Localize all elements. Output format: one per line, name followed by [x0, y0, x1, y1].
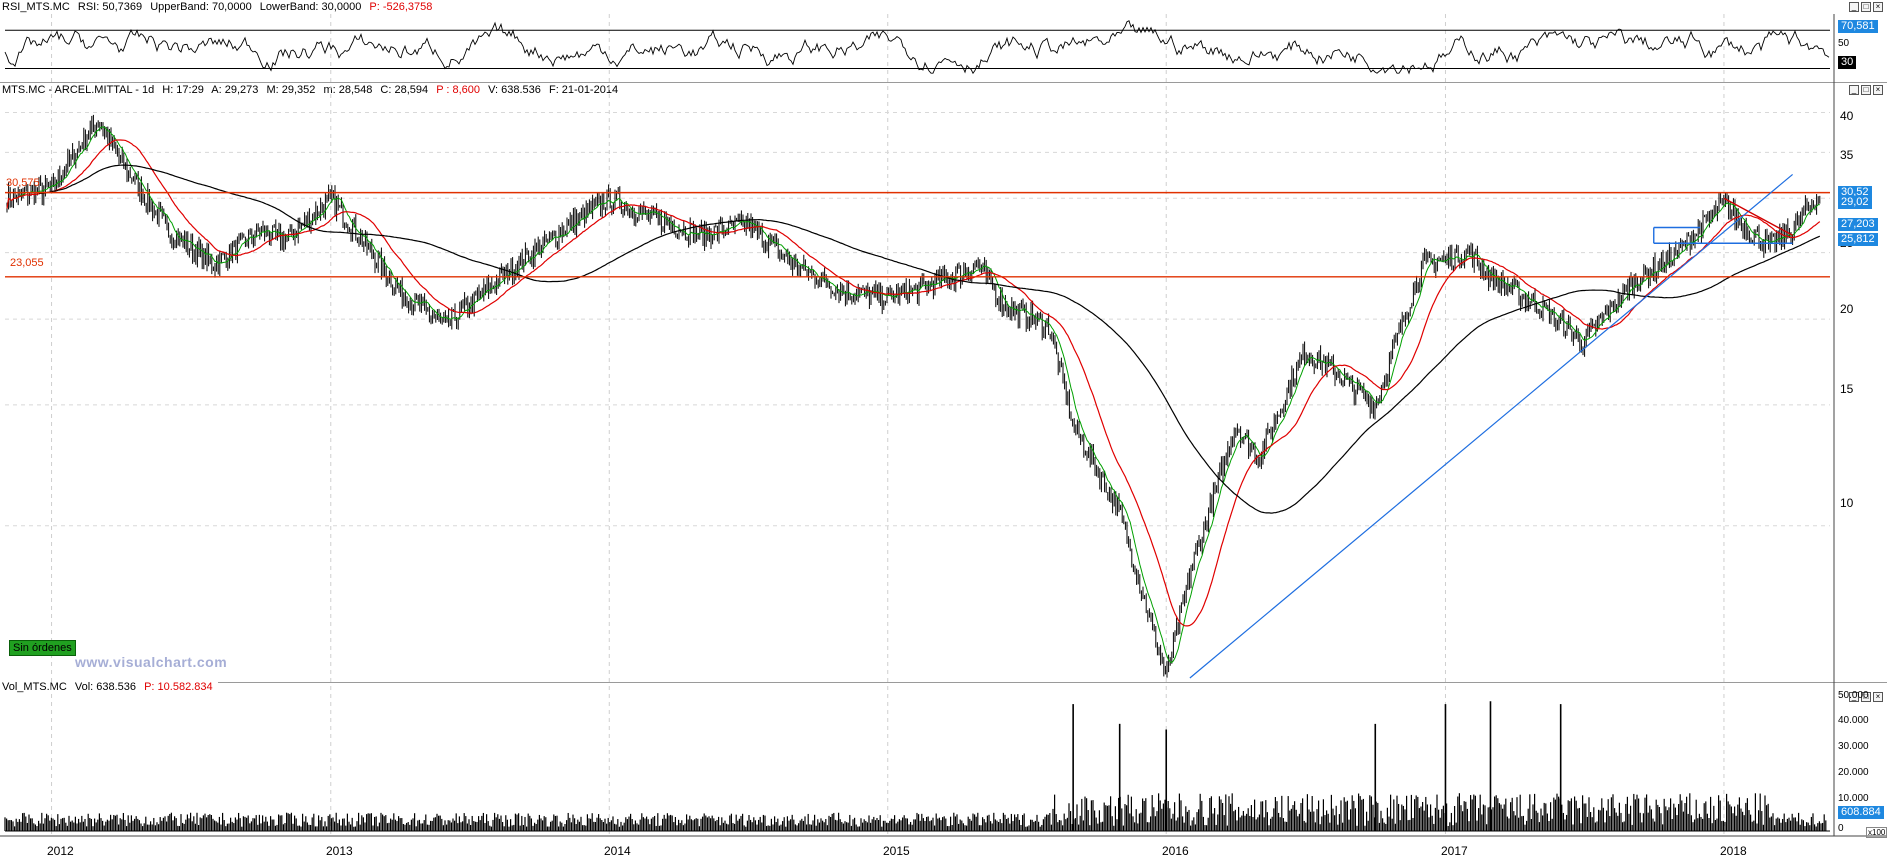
volume-window-controls: _ □ × — [1849, 692, 1883, 704]
watermark: www.visualchart.com — [75, 654, 228, 670]
price-tick-40: 40 — [1840, 109, 1854, 123]
maximize-icon[interactable]: □ — [1861, 85, 1871, 95]
x-label-2015: 2015 — [883, 844, 910, 858]
rsi-tick-50: 50 — [1838, 38, 1850, 49]
vol-tick-50000: 50.000 — [1838, 690, 1869, 701]
price-header: MTS.MC - ARCEL.MITTAL - 1d H: 17:29 A: 2… — [0, 83, 624, 97]
price-open: A: 29,273 — [211, 84, 259, 96]
price-badge-mid: 29,02 — [1838, 196, 1872, 209]
mid-moving-average — [6, 139, 1821, 627]
price-window-controls: _ □ × — [1849, 85, 1883, 97]
rsi-symbol-label: RSI_MTS.MC — [2, 1, 70, 13]
x-label-2014: 2014 — [604, 844, 631, 858]
close-icon[interactable]: × — [1873, 2, 1883, 12]
rsi-value: RSI: 50,7369 — [77, 1, 143, 13]
rsi-p-value: P: -526,3758 — [369, 1, 433, 13]
price-badge-top: 30,52 — [1838, 186, 1872, 199]
x-label-2018: 2018 — [1720, 844, 1747, 858]
rsi-lower-badge: 30 — [1838, 56, 1857, 69]
x-label-2013: 2013 — [326, 844, 353, 858]
vol-tick-10000: 10.000 — [1838, 793, 1869, 804]
price-hour: H: 17:29 — [162, 84, 204, 96]
price-min: m: 28,548 — [323, 84, 373, 96]
volume-symbol-label: Vol_MTS.MC — [2, 681, 67, 693]
vol-tick-20000: 20.000 — [1838, 767, 1869, 778]
price-max: M: 29,352 — [266, 84, 316, 96]
level-low-label: 23,055 — [10, 257, 44, 269]
price-tick-35: 35 — [1840, 148, 1854, 162]
minimize-icon[interactable]: _ — [1849, 2, 1859, 12]
price-panel-separator[interactable] — [0, 682, 1887, 683]
price-badge-a: 27,203 — [1838, 218, 1878, 231]
close-icon[interactable]: × — [1873, 85, 1883, 95]
rsi-window-controls: _ □ × — [1849, 2, 1883, 14]
volume-header: Vol_MTS.MC Vol: 638.536 P: 10.582.834 — [0, 680, 218, 694]
rsi-upper-badge: 70,581 — [1838, 20, 1878, 33]
price-tick-15: 15 — [1840, 382, 1854, 396]
level-high-label: 30,575 — [6, 177, 40, 189]
overlay-lines — [5, 126, 1830, 679]
minimize-icon[interactable]: _ — [1849, 85, 1859, 95]
x-label-2012: 2012 — [47, 844, 74, 858]
volume-p-value: P: 10.582.834 — [144, 681, 213, 693]
vol-scale-label: x100 — [1866, 827, 1887, 838]
rsi-series-line — [4, 20, 1830, 75]
minimize-icon[interactable]: _ — [1849, 692, 1859, 702]
price-volume: V: 638.536 — [488, 84, 541, 96]
rsi-upper-band: UpperBand: 70,0000 — [150, 1, 252, 13]
vol-tick-30000: 30.000 — [1838, 741, 1869, 752]
volume-bars — [4, 701, 1830, 832]
close-icon[interactable]: × — [1873, 692, 1883, 702]
maximize-icon[interactable]: □ — [1861, 692, 1871, 702]
price-symbol-label: MTS.MC - ARCEL.MITTAL - 1d — [2, 84, 155, 96]
maximize-icon[interactable]: □ — [1861, 2, 1871, 12]
vol-tick-40000: 40.000 — [1838, 715, 1869, 726]
price-tick-10: 10 — [1840, 496, 1854, 510]
fast-moving-average — [6, 126, 1820, 664]
rsi-panel-separator[interactable] — [0, 82, 1887, 83]
price-series — [6, 114, 1821, 678]
slow-moving-average — [38, 164, 1821, 514]
price-date: F: 21-01-2014 — [548, 84, 619, 96]
rsi-line — [4, 20, 1830, 75]
trend-line — [1189, 173, 1793, 679]
vol-badge: 608.884 — [1838, 806, 1884, 819]
x-label-2016: 2016 — [1162, 844, 1189, 858]
downtrend-line — [1723, 197, 1793, 236]
vol-tick-0: 0 — [1838, 823, 1844, 834]
x-label-2017: 2017 — [1441, 844, 1468, 858]
rsi-header: RSI_MTS.MC RSI: 50,7369 UpperBand: 70,00… — [0, 0, 438, 14]
rsi-lower-band: LowerBand: 30,0000 — [259, 1, 362, 13]
price-badge-b: 25,812 — [1838, 233, 1878, 246]
price-p-value: P : 8,600 — [436, 84, 481, 96]
grid-lines — [0, 14, 1887, 837]
sin-ordenes-badge[interactable]: Sin órdenes — [9, 640, 76, 656]
price-tick-20: 20 — [1840, 302, 1854, 316]
price-close: C: 28,594 — [380, 84, 429, 96]
volume-value: Vol: 638.536 — [74, 681, 137, 693]
